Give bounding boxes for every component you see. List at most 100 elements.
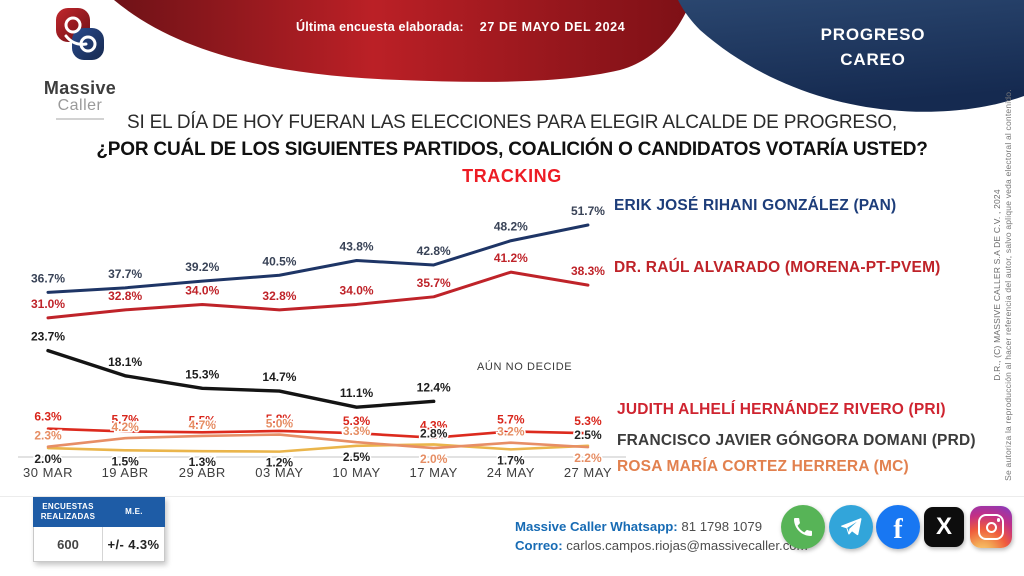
question-line-2: ¿POR CUÁL DE LOS SIGUIENTES PARTIDOS, CO…	[96, 139, 928, 160]
value-label-pan-7: 51.7%	[571, 204, 605, 218]
axis-label-3: 03 MAY	[255, 465, 303, 480]
careo-label: CAREO	[840, 50, 906, 69]
value-label-pan-1: 37.7%	[108, 267, 142, 281]
tracking-label: TRACKING	[462, 166, 562, 186]
telegram-icon[interactable]	[829, 505, 873, 549]
value-label-morena-5: 35.7%	[417, 276, 451, 290]
municipality-badge: PROGRESO CAREO	[793, 25, 953, 70]
phone-glyph	[794, 518, 812, 536]
email-label: Correo:	[515, 538, 563, 553]
value-label-undecided-4: 11.1%	[340, 386, 374, 400]
candidate-label-prd: FRANCISCO JAVIER GÓNGORA DOMANI (PRD)	[617, 432, 976, 449]
candidate-label-pan: ERIK JOSÉ RIHANI GONZÁLEZ (PAN)	[614, 197, 897, 214]
value-label-pan-3: 40.5%	[262, 254, 296, 268]
copyright-vertical-text: D.R., (C) MASSIVE CALLER S.A DE C.V. , 2…	[992, 75, 1018, 495]
axis-label-6: 24 MAY	[487, 465, 535, 480]
copyright-line-1: D.R., (C) MASSIVE CALLER S.A DE C.V. , 2…	[992, 189, 1002, 381]
camera-glyph	[978, 514, 1004, 540]
value-label-pan-6: 48.2%	[494, 220, 528, 234]
whatsapp-icon[interactable]	[781, 505, 825, 549]
value-label-undecided-2: 15.3%	[185, 367, 219, 381]
value-label-pri-3: 5.8%	[266, 412, 294, 426]
value-label-prd-0: 2.0%	[34, 452, 62, 466]
value-label-prd-4: 2.5%	[343, 450, 371, 464]
value-label-mc-2: 4.7%	[189, 418, 217, 432]
whatsapp-number[interactable]: 81 1798 1079	[681, 519, 763, 534]
value-label-pri-1: 5.7%	[111, 412, 139, 426]
margin-error-header-cell: M.E.	[125, 507, 143, 516]
logo-wordmark-caller: Caller	[57, 97, 103, 114]
value-label-mc-6: 3.2%	[497, 425, 525, 439]
surveys-table-body: 600 +/- 4.3%	[33, 527, 165, 562]
value-label-pri-2: 5.5%	[189, 413, 217, 427]
axis-label-4: 10 MAY	[332, 465, 380, 480]
camera-flash-dot	[996, 518, 1000, 522]
value-label-pri-7: 5.3%	[574, 414, 602, 428]
undecided-annotation: AÚN NO DECIDE	[477, 361, 573, 373]
x-icon[interactable]: X	[924, 507, 964, 547]
value-label-mc-7: 2.2%	[574, 451, 602, 465]
red-ribbon-shape	[114, 0, 690, 82]
value-label-pri-0: 6.3%	[34, 410, 62, 424]
value-label-prd-1: 1.5%	[111, 454, 139, 468]
camera-lens	[985, 521, 997, 533]
series-line-prd	[46, 443, 590, 453]
series-line-undecided	[46, 348, 436, 409]
massive-caller-logo: Massive Caller	[22, 6, 132, 120]
series-line-mc	[46, 433, 590, 450]
value-label-morena-4: 34.0%	[340, 283, 374, 297]
value-label-morena-3: 32.8%	[262, 289, 296, 303]
last-survey-date: 27 DE MAYO DEL 2024	[479, 20, 626, 34]
value-label-mc-5: 2.0%	[420, 452, 448, 466]
facebook-icon[interactable]: f	[876, 505, 920, 549]
copyright-line-2: Se autoriza la reproducción al hacer ref…	[1003, 89, 1013, 481]
value-label-prd-2: 1.3%	[189, 455, 217, 469]
value-label-morena-7: 38.3%	[571, 264, 605, 278]
logo-wordmark-massive: Massive	[43, 78, 117, 98]
email-line: Correo: carlos.campos.riojas@massivecall…	[515, 536, 808, 555]
candidate-label-mc: ROSA MARÍA CORTEZ HERRERA (MC)	[617, 458, 909, 475]
value-label-morena-2: 34.0%	[185, 283, 219, 297]
email-address[interactable]: carlos.campos.riojas@massivecaller.com	[566, 538, 808, 553]
value-label-pan-4: 43.8%	[340, 239, 374, 253]
value-label-pri-5: 4.3%	[420, 419, 448, 433]
value-label-pan-2: 39.2%	[185, 260, 219, 274]
footer-divider	[0, 496, 1024, 497]
series-line-pri	[46, 427, 590, 440]
last-survey-label: Última encuesta elaborada:	[296, 20, 464, 34]
axis-label-2: 29 ABR	[179, 465, 226, 480]
contact-block: Massive Caller Whatsapp: 81 1798 1079 Co…	[515, 517, 808, 555]
value-label-prd-3: 1.2%	[266, 456, 294, 470]
value-label-undecided-1: 18.1%	[108, 355, 142, 369]
whatsapp-label: Massive Caller Whatsapp:	[515, 519, 678, 534]
surveys-header-cell: ENCUESTAS REALIZADAS	[40, 502, 96, 521]
value-label-pri-4: 5.3%	[343, 414, 371, 428]
surveys-table-header: ENCUESTAS REALIZADAS M.E.	[33, 497, 165, 527]
value-label-prd-6: 1.7%	[497, 453, 525, 467]
last-survey-banner: Última encuesta elaborada: 27 DE MAYO DEL…	[296, 20, 625, 34]
value-label-mc-4: 3.3%	[343, 424, 371, 438]
surveys-count-value: 600	[34, 527, 103, 561]
value-label-mc-1: 4.2%	[111, 420, 139, 434]
axis-label-1: 19 ABR	[102, 465, 149, 480]
value-label-undecided-3: 14.7%	[262, 370, 296, 384]
value-label-pan-5: 42.8%	[417, 244, 451, 258]
series-line-pan	[46, 223, 590, 294]
logo-tagline	[56, 118, 104, 120]
facebook-f-glyph: f	[893, 514, 903, 545]
municipality-name: PROGRESO	[820, 25, 926, 44]
value-label-mc-3: 5.0%	[266, 417, 294, 431]
value-label-prd-7: 2.5%	[574, 428, 602, 442]
candidate-label-pri: JUDITH ALHELÍ HERNÁNDEZ RIVERO (PRI)	[617, 401, 946, 418]
value-label-undecided-0: 23.7%	[31, 330, 65, 344]
instagram-icon[interactable]	[970, 506, 1012, 548]
value-label-pan-0: 36.7%	[31, 271, 65, 285]
value-label-mc-0: 2.3%	[34, 429, 62, 443]
value-label-prd-5: 2.8%	[420, 426, 448, 440]
axis-label-0: 30 MAR	[23, 465, 73, 480]
paper-plane-glyph	[841, 518, 862, 536]
axis-label-5: 17 MAY	[410, 465, 458, 480]
value-label-morena-1: 32.8%	[108, 289, 142, 303]
x-glyph: X	[935, 513, 952, 540]
